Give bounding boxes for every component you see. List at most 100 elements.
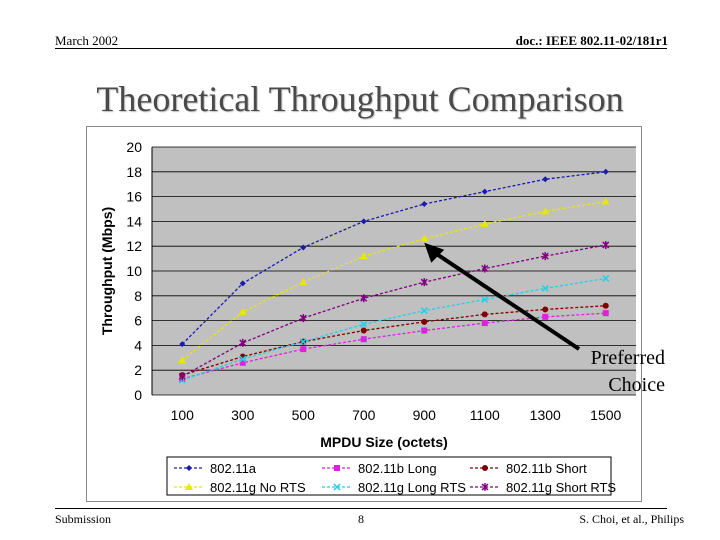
y-axis-title: Throughput (Mbps): [99, 207, 115, 335]
data-point: [359, 252, 368, 260]
data-point: [360, 218, 367, 225]
data-point: [179, 341, 186, 348]
series-line: [181, 200, 606, 361]
y-tick-label: 6: [134, 313, 142, 329]
data-point: [542, 306, 549, 313]
throughput-chart: 0 2 4 6 8 10 12 14 16 18 20 100 300 500 700 900 1100 1300…: [99, 139, 636, 496]
data-point: [360, 294, 368, 303]
x-tick-label: 1300: [530, 407, 561, 423]
legend-label: 802.11g Short RTS: [506, 480, 616, 495]
y-tick-label: 2: [134, 362, 142, 378]
legend-marker: [186, 465, 192, 471]
y-tick-label: 0: [134, 387, 142, 403]
legend-label: 802.11g No RTS: [210, 480, 306, 495]
x-tick-label: 1500: [590, 407, 621, 423]
legend-marker: [185, 483, 193, 490]
data-point: [360, 336, 367, 343]
data-point: [602, 240, 610, 249]
legend-label: 802.11a: [210, 461, 257, 476]
data-point: [541, 207, 550, 215]
data-point: [481, 311, 488, 318]
data-point: [239, 359, 246, 366]
x-tick-label: 900: [413, 407, 437, 423]
y-tick-label: 12: [126, 238, 142, 254]
legend-label: 802.11b Long: [358, 461, 437, 476]
data-point: [481, 295, 489, 304]
series-line: [181, 244, 606, 377]
data-point: [421, 318, 428, 325]
legend-box: [166, 456, 612, 496]
data-point: [541, 284, 549, 292]
data-point: [481, 264, 489, 273]
header-rule: [55, 48, 667, 49]
series-line: [182, 305, 606, 376]
data-point: [300, 346, 307, 353]
header-doc-id: doc.: IEEE 802.11-02/181r1: [515, 33, 668, 48]
data-point: [239, 338, 247, 347]
data-point: [542, 176, 549, 183]
legend-marker: [333, 483, 341, 491]
slide-title: Theoretical Throughput Comparison: [96, 79, 624, 119]
data-point: [601, 197, 610, 205]
legend-label: 802.11b Short: [506, 461, 587, 476]
data-point: [299, 314, 307, 323]
legend-marker: [481, 483, 489, 491]
series-802-11a: [179, 168, 609, 348]
annotation-line-2: Choice: [608, 374, 665, 396]
data-point: [299, 278, 308, 286]
series-line: [182, 277, 606, 381]
data-point: [541, 252, 549, 261]
data-point: [239, 355, 247, 363]
data-point: [602, 310, 609, 317]
series-802-11g-long-rts: [178, 274, 610, 384]
y-tick-label: 10: [126, 263, 142, 279]
legend-marker: [482, 465, 488, 471]
y-tick-label: 14: [126, 213, 142, 229]
data-point: [420, 234, 429, 242]
x-tick-label: 300: [231, 407, 255, 423]
header-date: March 2002: [55, 33, 119, 48]
y-tick-label: 8: [134, 288, 142, 304]
y-tick-label: 16: [126, 189, 142, 205]
legend: 802.11a 802.11b Long 802.11b Short 802.11g …: [166, 456, 616, 496]
data-point: [178, 372, 186, 381]
annotation-arrow-head: [424, 242, 445, 263]
data-point: [299, 338, 307, 346]
series-line: [181, 171, 606, 345]
data-point: [421, 327, 428, 334]
x-axis-title: MPDU Size (octets): [320, 434, 448, 450]
x-tick-label: 700: [352, 407, 376, 423]
y-tick-label: 4: [134, 337, 142, 353]
footer-authors: S. Choi, et al., Philips: [579, 512, 684, 526]
x-tick-label: 100: [171, 407, 195, 423]
legend-label: 802.11g Long RTS: [358, 480, 466, 495]
data-point: [602, 302, 609, 309]
data-point: [542, 313, 549, 320]
annotation-text: Preferred Choice: [565, 345, 665, 399]
data-point: [300, 244, 307, 251]
annotation-arrow-shaft: [432, 250, 581, 351]
annotation-line-1: Preferred: [590, 347, 665, 369]
data-point: [360, 320, 368, 328]
legend-marker: [334, 465, 340, 471]
data-point: [178, 356, 187, 364]
data-point: [420, 278, 428, 287]
footer-rule: [55, 508, 667, 509]
data-point: [602, 168, 609, 175]
data-point: [480, 219, 489, 227]
x-tick-label: 1100: [470, 407, 500, 423]
footer-page-number: 8: [358, 512, 364, 526]
x-tick-label: 500: [292, 407, 316, 423]
series-802-11g-no-rts: [178, 197, 610, 364]
series-802-11g-short-rts: [178, 240, 610, 381]
series-line: [182, 312, 606, 380]
data-point: [238, 307, 247, 315]
data-point: [239, 280, 246, 287]
data-point: [360, 327, 367, 334]
data-point: [481, 320, 488, 327]
y-tick-label: 18: [126, 164, 142, 180]
y-tick-label: 20: [126, 139, 142, 155]
data-point: [420, 307, 428, 315]
chart-frame: 0 2 4 6 8 10 12 14 16 18 20 100 300 500 700 900 1100 1300…: [86, 126, 642, 502]
data-point: [421, 201, 428, 208]
